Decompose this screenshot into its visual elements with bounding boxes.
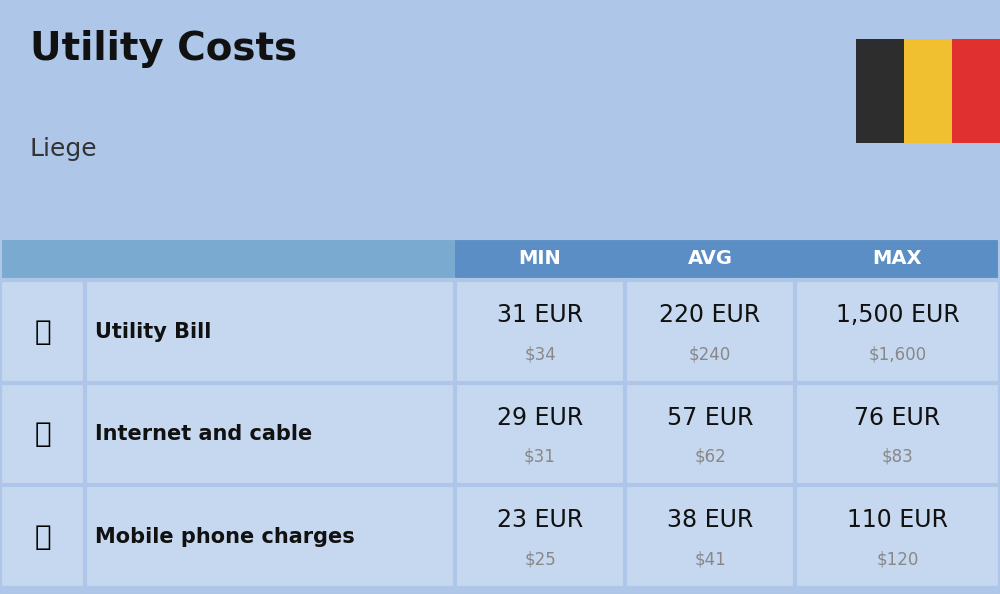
Text: $25: $25 bbox=[524, 551, 556, 568]
Text: 38 EUR: 38 EUR bbox=[667, 508, 753, 532]
Text: 23 EUR: 23 EUR bbox=[497, 508, 583, 532]
FancyBboxPatch shape bbox=[856, 39, 904, 143]
Text: $62: $62 bbox=[694, 448, 726, 466]
Text: 29 EUR: 29 EUR bbox=[497, 406, 583, 429]
FancyBboxPatch shape bbox=[952, 39, 1000, 143]
Text: 📶: 📶 bbox=[34, 420, 51, 448]
Text: $240: $240 bbox=[689, 345, 731, 363]
Text: $120: $120 bbox=[876, 551, 919, 568]
Text: Utility Bill: Utility Bill bbox=[95, 321, 211, 342]
Text: 57 EUR: 57 EUR bbox=[667, 406, 753, 429]
Text: $83: $83 bbox=[882, 448, 913, 466]
Text: $1,600: $1,600 bbox=[868, 345, 927, 363]
FancyBboxPatch shape bbox=[0, 485, 1000, 588]
Text: 🔧: 🔧 bbox=[34, 318, 51, 346]
Text: Internet and cable: Internet and cable bbox=[95, 424, 312, 444]
FancyBboxPatch shape bbox=[0, 383, 1000, 485]
Text: $34: $34 bbox=[524, 345, 556, 363]
Text: 220 EUR: 220 EUR bbox=[659, 303, 761, 327]
Text: Mobile phone charges: Mobile phone charges bbox=[95, 527, 355, 547]
FancyBboxPatch shape bbox=[0, 238, 1000, 280]
FancyBboxPatch shape bbox=[0, 280, 1000, 383]
FancyBboxPatch shape bbox=[904, 39, 952, 143]
Text: 76 EUR: 76 EUR bbox=[854, 406, 941, 429]
Text: MIN: MIN bbox=[519, 249, 561, 268]
Text: $41: $41 bbox=[694, 551, 726, 568]
Text: MAX: MAX bbox=[873, 249, 922, 268]
Text: 31 EUR: 31 EUR bbox=[497, 303, 583, 327]
Text: 📱: 📱 bbox=[34, 523, 51, 551]
Text: Utility Costs: Utility Costs bbox=[30, 30, 297, 68]
Text: 1,500 EUR: 1,500 EUR bbox=[836, 303, 959, 327]
Text: $31: $31 bbox=[524, 448, 556, 466]
Text: 110 EUR: 110 EUR bbox=[847, 508, 948, 532]
Text: Liege: Liege bbox=[30, 137, 98, 160]
FancyBboxPatch shape bbox=[0, 238, 455, 280]
Text: AVG: AVG bbox=[688, 249, 732, 268]
